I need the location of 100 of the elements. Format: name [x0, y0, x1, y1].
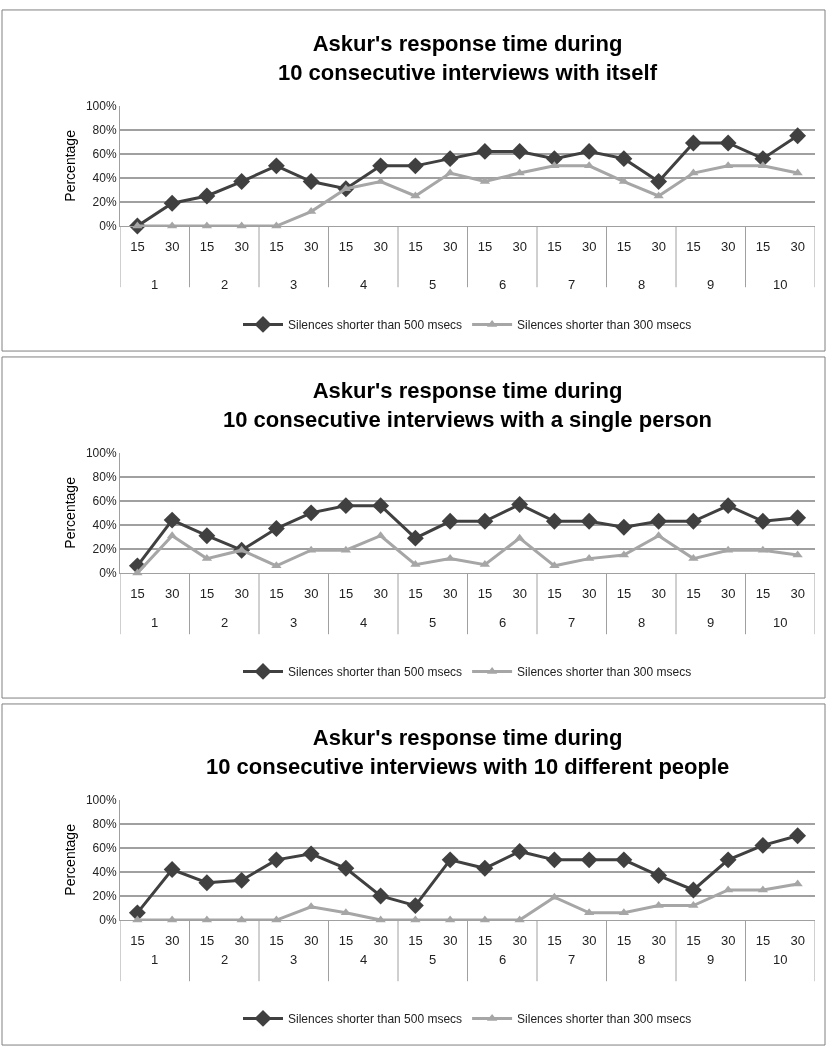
text: 2: [221, 615, 229, 630]
x-tick-label: 30: [373, 585, 388, 601]
text: 6: [499, 952, 507, 967]
x-tick-label: 30: [164, 932, 180, 948]
legend-label: Silences shorter than 500 msecs: [288, 318, 463, 333]
x-tick-label: 15: [616, 585, 632, 601]
x-tick-label: 15: [686, 238, 701, 254]
chart-title: Askur's response time during 10 consecutive interviews with a single person: [223, 378, 713, 432]
x-tick-label: 15: [755, 585, 771, 601]
x-tick-label: 30: [581, 932, 597, 948]
x-tick-label: 15: [269, 932, 284, 948]
y-tick-label: 40%: [92, 865, 117, 880]
x-tick-label: 15: [269, 238, 284, 254]
y-axis-title: Percentage: [62, 823, 79, 896]
x-tick-label: 30: [373, 238, 388, 254]
x-tick-label: 15: [199, 932, 215, 948]
text: 1: [151, 615, 159, 630]
x-tick-label: 15: [477, 238, 493, 254]
text: 8: [638, 952, 646, 967]
x-tick-label: 15: [755, 932, 771, 948]
x-tick-label: 30: [790, 585, 805, 601]
text: 9: [707, 277, 715, 292]
x-tick-label: 15: [547, 238, 562, 254]
y-tick-label: 60%: [92, 841, 117, 856]
x-tick-label: 30: [303, 585, 319, 601]
text: 9: [707, 952, 715, 967]
text: 1: [151, 952, 159, 967]
y-tick-label: 100%: [85, 445, 117, 460]
text: 10: [773, 615, 788, 630]
x-tick-label: 30: [720, 238, 736, 254]
y-tick-label: 80%: [92, 469, 117, 484]
text: 3: [290, 615, 298, 630]
text: 7: [568, 615, 576, 630]
text: 6: [499, 615, 507, 630]
x-tick-label: 30: [512, 932, 527, 948]
text: 8: [638, 615, 646, 630]
text: 4: [360, 952, 368, 967]
x-tick-label: 30: [790, 238, 805, 254]
y-tick-label: 0%: [99, 913, 117, 928]
x-tick-label: 30: [720, 932, 736, 948]
y-tick-label: 100%: [85, 98, 117, 113]
x-tick-label: 15: [616, 932, 632, 948]
x-tick-label: 30: [651, 238, 666, 254]
x-tick-label: 15: [686, 585, 701, 601]
text: 7: [568, 277, 576, 292]
chart-title: Askur's response time during 10 consecutive interviews with 10 different people: [206, 725, 730, 779]
text: 4: [360, 277, 368, 292]
x-tick-label: 15: [408, 238, 423, 254]
text: 2: [221, 277, 229, 292]
x-tick-label: 15: [686, 932, 701, 948]
x-tick-label: 15: [338, 932, 354, 948]
legend-label: Silences shorter than 500 msecs: [288, 665, 463, 680]
x-tick-label: 30: [442, 932, 458, 948]
x-tick-label: 30: [234, 585, 249, 601]
x-tick-label: 15: [755, 238, 771, 254]
y-tick-label: 80%: [92, 122, 117, 137]
x-tick-label: 30: [651, 932, 666, 948]
text: 9: [707, 615, 715, 630]
legend-label: Silences shorter than 300 msecs: [517, 1012, 692, 1027]
x-tick-label: 30: [234, 238, 249, 254]
text: 7: [568, 952, 576, 967]
y-tick-label: 60%: [92, 147, 117, 162]
y-tick-label: 20%: [92, 542, 117, 557]
legend-label: Silences shorter than 300 msecs: [517, 665, 692, 680]
x-tick-label: 15: [269, 585, 284, 601]
text: 4: [360, 615, 368, 630]
x-tick-label: 30: [790, 932, 805, 948]
y-tick-label: 0%: [99, 219, 117, 234]
y-tick-label: 100%: [85, 792, 117, 807]
x-tick-label: 30: [164, 238, 180, 254]
x-tick-label: 15: [338, 238, 354, 254]
text: 5: [429, 952, 437, 967]
text: 6: [499, 277, 507, 292]
x-tick-label: 15: [477, 585, 493, 601]
x-tick-label: 30: [581, 585, 597, 601]
text: 10: [773, 952, 788, 967]
text: 1: [151, 277, 159, 292]
y-tick-label: 0%: [99, 566, 117, 581]
x-tick-label: 30: [581, 238, 597, 254]
y-tick-label: 60%: [92, 494, 117, 509]
x-tick-label: 30: [512, 238, 527, 254]
x-tick-label: 15: [547, 585, 562, 601]
x-tick-label: 15: [130, 585, 145, 601]
x-tick-label: 30: [303, 932, 319, 948]
x-tick-label: 30: [373, 932, 388, 948]
y-tick-label: 20%: [92, 195, 117, 210]
legend-label: Silences shorter than 300 msecs: [517, 318, 692, 333]
x-tick-label: 15: [408, 932, 423, 948]
y-tick-label: 40%: [92, 518, 117, 533]
text: 3: [290, 277, 298, 292]
y-tick-label: 40%: [92, 171, 117, 186]
x-tick-label: 30: [512, 585, 527, 601]
x-tick-label: 30: [442, 238, 458, 254]
x-tick-label: 15: [199, 238, 215, 254]
text: 5: [429, 277, 437, 292]
x-tick-label: 15: [338, 585, 354, 601]
x-tick-label: 15: [199, 585, 215, 601]
x-tick-label: 30: [442, 585, 458, 601]
legend-label: Silences shorter than 500 msecs: [288, 1012, 463, 1027]
x-tick-label: 15: [130, 932, 145, 948]
